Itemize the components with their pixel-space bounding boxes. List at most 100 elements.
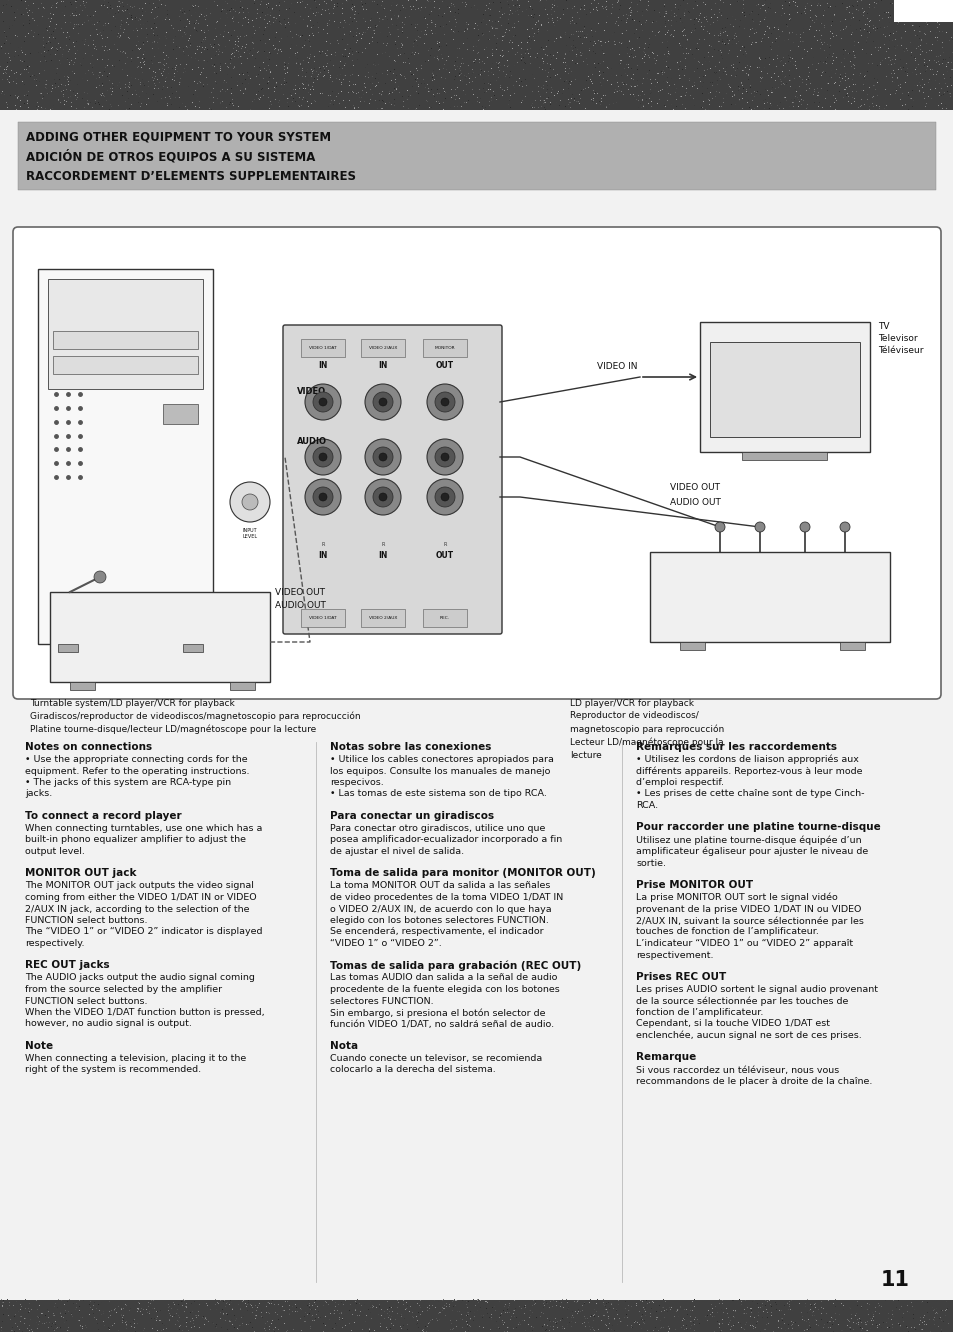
Text: enclenchée, aucun signal ne sort de ces prises.: enclenchée, aucun signal ne sort de ces … xyxy=(636,1031,861,1040)
Circle shape xyxy=(373,488,393,507)
Text: colocarlo a la derecha del sistema.: colocarlo a la derecha del sistema. xyxy=(330,1066,496,1075)
Text: VIDEO IN: VIDEO IN xyxy=(597,362,638,372)
Text: AUDIO OUT: AUDIO OUT xyxy=(669,498,720,507)
Text: Cependant, si la touche VIDEO 1/DAT est: Cependant, si la touche VIDEO 1/DAT est xyxy=(636,1019,829,1028)
Text: La toma MONITOR OUT da salida a las señales: La toma MONITOR OUT da salida a las seña… xyxy=(330,882,550,891)
Text: Prise MONITOR OUT: Prise MONITOR OUT xyxy=(636,880,752,890)
Bar xyxy=(183,643,203,651)
Text: The “VIDEO 1” or “VIDEO 2” indicator is displayed: The “VIDEO 1” or “VIDEO 2” indicator is … xyxy=(25,927,262,936)
Text: provenant de la prise VIDEO 1/DAT IN ou VIDEO: provenant de la prise VIDEO 1/DAT IN ou … xyxy=(636,904,861,914)
Text: Cuando conecte un televisor, se recomienda: Cuando conecte un televisor, se recomien… xyxy=(330,1054,541,1063)
Circle shape xyxy=(318,493,327,501)
Text: selectores FUNCTION.: selectores FUNCTION. xyxy=(330,996,434,1006)
Text: Remarques sur les raccordements: Remarques sur les raccordements xyxy=(636,742,836,753)
Text: L’indicateur “VIDEO 1” ou “VIDEO 2” apparaît: L’indicateur “VIDEO 1” ou “VIDEO 2” appa… xyxy=(636,939,852,948)
Text: VIDEO: VIDEO xyxy=(296,388,326,397)
Text: ADDING OTHER EQUIPMENT TO YOUR SYSTEM: ADDING OTHER EQUIPMENT TO YOUR SYSTEM xyxy=(26,131,331,143)
Text: función VIDEO 1/DAT, no saldrá señal de audio.: función VIDEO 1/DAT, no saldrá señal de … xyxy=(330,1019,554,1028)
Bar xyxy=(0,1300,953,1332)
Text: Notas sobre las conexiones: Notas sobre las conexiones xyxy=(330,742,491,753)
Circle shape xyxy=(373,448,393,468)
Text: posea amplificador-ecualizador incorporado a fin: posea amplificador-ecualizador incorpora… xyxy=(330,835,561,844)
Text: • Les prises de cette chaîne sont de type Cinch-: • Les prises de cette chaîne sont de typ… xyxy=(636,790,863,798)
Text: Utilisez une platine tourne-disque équipée d’un: Utilisez une platine tourne-disque équip… xyxy=(636,835,861,844)
Bar xyxy=(301,609,345,627)
Text: OUT: OUT xyxy=(436,550,454,559)
Text: VIDEO OUT: VIDEO OUT xyxy=(274,587,325,597)
Circle shape xyxy=(714,522,724,531)
Bar xyxy=(422,609,467,627)
Text: TV
Televisor
Téléviseur: TV Televisor Téléviseur xyxy=(877,322,923,354)
Text: R: R xyxy=(381,542,384,546)
Text: touches de fonction de l’amplificateur.: touches de fonction de l’amplificateur. xyxy=(636,927,818,936)
Text: Pour raccorder une platine tourne-disque: Pour raccorder une platine tourne-disque xyxy=(636,822,880,832)
Text: from the source selected by the amplifier: from the source selected by the amplifie… xyxy=(25,984,222,994)
Text: When connecting turntables, use one which has a: When connecting turntables, use one whic… xyxy=(25,825,262,832)
Text: coming from either the VIDEO 1/DAT IN or VIDEO: coming from either the VIDEO 1/DAT IN or… xyxy=(25,892,256,902)
Text: OUT: OUT xyxy=(436,361,454,369)
Text: 2/AUX IN, suivant la source sélectionnée par les: 2/AUX IN, suivant la source sélectionnée… xyxy=(636,916,863,926)
Text: To connect a record player: To connect a record player xyxy=(25,811,181,821)
Bar xyxy=(18,123,935,190)
Text: REC OUT jacks: REC OUT jacks xyxy=(25,960,110,971)
Text: Para conectar un giradiscos: Para conectar un giradiscos xyxy=(330,811,494,821)
Text: Turntable system/LD player/VCR for playback
Giradiscos/reproductor de videodisco: Turntable system/LD player/VCR for playb… xyxy=(30,699,360,734)
Circle shape xyxy=(435,392,455,412)
Bar xyxy=(301,340,345,357)
Text: The MONITOR OUT jack outputs the video signal: The MONITOR OUT jack outputs the video s… xyxy=(25,882,253,891)
Circle shape xyxy=(313,448,333,468)
Text: différents appareils. Reportez-vous à leur mode: différents appareils. Reportez-vous à le… xyxy=(636,766,862,777)
Text: respecivos.: respecivos. xyxy=(330,778,383,787)
Text: IN: IN xyxy=(318,361,327,369)
Text: AUDIO: AUDIO xyxy=(296,437,327,446)
FancyBboxPatch shape xyxy=(283,325,501,634)
Circle shape xyxy=(365,384,400,420)
Circle shape xyxy=(840,522,849,531)
Text: FUNCTION select buttons.: FUNCTION select buttons. xyxy=(25,916,148,924)
Circle shape xyxy=(427,440,462,476)
Circle shape xyxy=(440,493,449,501)
Text: Las tomas AUDIO dan salida a la señal de audio: Las tomas AUDIO dan salida a la señal de… xyxy=(330,974,557,983)
Text: 11: 11 xyxy=(880,1269,909,1289)
Text: respectivement.: respectivement. xyxy=(636,951,713,959)
Text: fonction de l’amplificateur.: fonction de l’amplificateur. xyxy=(636,1008,762,1018)
Text: IN: IN xyxy=(378,361,387,369)
Bar xyxy=(163,404,198,424)
Text: IN: IN xyxy=(378,550,387,559)
Text: built-in phono equalizer amplifier to adjust the: built-in phono equalizer amplifier to ad… xyxy=(25,835,246,844)
Text: • Use the appropriate connecting cords for the: • Use the appropriate connecting cords f… xyxy=(25,755,248,765)
Text: d’emploi respectif.: d’emploi respectif. xyxy=(636,778,723,787)
Circle shape xyxy=(435,488,455,507)
Text: • The jacks of this system are RCA-type pin: • The jacks of this system are RCA-type … xyxy=(25,778,231,787)
Bar xyxy=(53,330,198,349)
Bar xyxy=(48,278,203,389)
Text: When the VIDEO 1/DAT function button is pressed,: When the VIDEO 1/DAT function button is … xyxy=(25,1008,264,1018)
Text: amplificateur égaliseur pour ajuster le niveau de: amplificateur égaliseur pour ajuster le … xyxy=(636,847,867,856)
Text: ADICIÓN DE OTROS EQUIPOS A SU SISTEMA: ADICIÓN DE OTROS EQUIPOS A SU SISTEMA xyxy=(26,151,315,164)
FancyBboxPatch shape xyxy=(13,226,940,699)
Bar xyxy=(360,340,405,357)
Text: RCA.: RCA. xyxy=(636,801,658,810)
Text: de video procedentes de la toma VIDEO 1/DAT IN: de video procedentes de la toma VIDEO 1/… xyxy=(330,892,562,902)
Circle shape xyxy=(313,488,333,507)
Text: R: R xyxy=(321,542,324,546)
Circle shape xyxy=(365,480,400,515)
Text: REC.: REC. xyxy=(439,615,450,619)
Text: 2/AUX IN jack, according to the selection of the: 2/AUX IN jack, according to the selectio… xyxy=(25,904,250,914)
Bar xyxy=(53,356,198,374)
Text: right of the system is recommended.: right of the system is recommended. xyxy=(25,1066,201,1075)
Text: Para conectar otro giradiscos, utilice uno que: Para conectar otro giradiscos, utilice u… xyxy=(330,825,545,832)
Text: Les prises AUDIO sortent le signal audio provenant: Les prises AUDIO sortent le signal audio… xyxy=(636,984,877,994)
Text: MONITOR OUT jack: MONITOR OUT jack xyxy=(25,868,136,879)
Circle shape xyxy=(378,398,387,406)
Circle shape xyxy=(230,482,270,522)
Text: The AUDIO jacks output the audio signal coming: The AUDIO jacks output the audio signal … xyxy=(25,974,254,983)
Bar xyxy=(360,609,405,627)
Circle shape xyxy=(305,480,340,515)
Circle shape xyxy=(754,522,764,531)
Bar xyxy=(741,452,826,460)
Text: When connecting a television, placing it to the: When connecting a television, placing it… xyxy=(25,1054,246,1063)
Circle shape xyxy=(242,494,257,510)
Circle shape xyxy=(318,453,327,461)
Circle shape xyxy=(440,453,449,461)
